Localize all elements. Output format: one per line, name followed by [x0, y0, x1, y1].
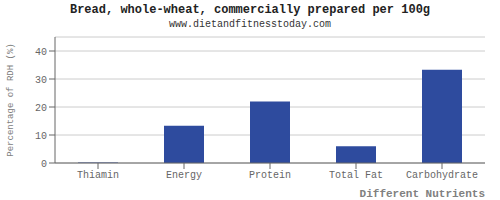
svg-text:30: 30 [35, 75, 47, 86]
svg-text:Percentage of RDH (%): Percentage of RDH (%) [8, 43, 16, 156]
svg-text:Total Fat: Total Fat [329, 170, 383, 181]
svg-text:Carbohydrate: Carbohydrate [406, 170, 478, 181]
svg-text:10: 10 [35, 131, 47, 142]
svg-text:40: 40 [35, 47, 47, 58]
svg-text:0: 0 [41, 159, 47, 170]
svg-text:Protein: Protein [249, 170, 291, 181]
svg-text:20: 20 [35, 103, 47, 114]
svg-text:Different Nutrients: Different Nutrients [360, 188, 485, 197]
html-text:Bread, whole-wheat, commercial: Bread, whole-wheat, commercially prepare… [70, 3, 430, 17]
html-text:www.dietandfitnesstoday.com: www.dietandfitnesstoday.com [169, 19, 331, 30]
svg-text:Thiamin: Thiamin [77, 170, 119, 181]
svg-text:Energy: Energy [166, 170, 202, 181]
